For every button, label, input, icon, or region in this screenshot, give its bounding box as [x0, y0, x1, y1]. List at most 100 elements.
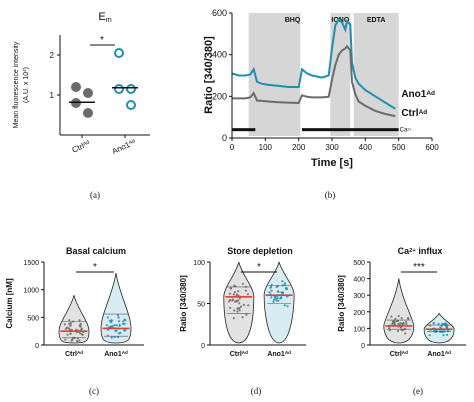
- y-tick-label: 500: [27, 315, 39, 322]
- y-axis-label: Mean fluorescence intensity: [13, 41, 20, 128]
- data-point: [245, 313, 248, 316]
- data-point: [74, 328, 78, 331]
- x-tick-label: CtrlAd: [230, 350, 248, 358]
- x-tick-label: Ano1Ad: [104, 350, 128, 358]
- y-tick-label: 1500: [23, 260, 39, 267]
- data-point: [117, 332, 120, 335]
- y-axis-label: Ratio [340/380]: [179, 275, 188, 332]
- series-line: [232, 44, 396, 118]
- data-point: [70, 339, 73, 342]
- data-point: [276, 297, 279, 300]
- chart-title: Ca2+ influx: [398, 246, 443, 256]
- y-axis-label: Ratio [340/380]: [337, 275, 346, 332]
- data-point: [281, 291, 284, 294]
- data-point: [404, 332, 407, 335]
- data-point: [126, 100, 136, 110]
- data-point: [283, 304, 286, 307]
- data-point: [442, 323, 446, 326]
- data-point: [432, 322, 435, 325]
- y-tick-label: 0: [35, 343, 39, 350]
- data-point: [110, 319, 113, 322]
- y-tick-label: 200: [212, 91, 227, 101]
- y-axis-unit: (A.U. x 104): [22, 67, 30, 103]
- data-point: [118, 323, 121, 326]
- y-tick-label: 600: [212, 8, 227, 18]
- data-point: [285, 286, 288, 289]
- y-tick-label: 100: [353, 326, 365, 333]
- data-point: [399, 322, 402, 325]
- data-point: [272, 300, 275, 303]
- panel-label: (e): [413, 386, 423, 396]
- data-point: [123, 329, 126, 332]
- data-point: [238, 302, 241, 305]
- data-point: [117, 320, 121, 323]
- significance-label: *: [100, 35, 104, 46]
- treatment-label: EDTA: [367, 17, 386, 24]
- series-label: CtrlAd: [401, 108, 427, 119]
- data-point: [442, 334, 445, 337]
- data-point: [390, 315, 393, 318]
- data-point: [123, 322, 126, 325]
- data-point: [268, 291, 271, 294]
- data-point: [247, 304, 250, 307]
- data-point: [231, 299, 234, 302]
- treatment-label: BHQ: [285, 17, 301, 24]
- chart-title: Store depletion: [227, 246, 293, 256]
- y-tick-label: 200: [353, 310, 365, 317]
- data-point: [270, 283, 273, 286]
- data-point: [110, 336, 113, 339]
- panel-label: (b): [325, 190, 336, 200]
- data-point: [107, 328, 110, 331]
- data-point: [105, 324, 108, 327]
- data-point: [237, 307, 240, 310]
- data-point: [69, 332, 72, 335]
- data-point: [68, 319, 71, 322]
- data-point: [242, 303, 246, 306]
- calcium-bar: [302, 128, 399, 132]
- data-point: [64, 338, 67, 341]
- data-point: [392, 320, 395, 323]
- x-tick-label: 400: [359, 143, 373, 152]
- data-point: [233, 309, 236, 312]
- data-point: [83, 88, 93, 98]
- y-tick-label: 0: [222, 133, 227, 143]
- data-point: [441, 322, 444, 325]
- data-point: [126, 84, 136, 94]
- data-point: [279, 297, 282, 300]
- data-point: [397, 314, 400, 318]
- data-point: [270, 289, 273, 292]
- data-point: [238, 309, 241, 312]
- x-tick-label: CtrlAd: [390, 350, 408, 358]
- x-tick-label: CtrlAd: [71, 139, 92, 155]
- data-point: [241, 282, 245, 285]
- data-point: [275, 285, 278, 289]
- y-tick-label: 50: [197, 302, 205, 309]
- y-tick-label: 2: [50, 51, 55, 60]
- data-point: [445, 325, 448, 328]
- data-point: [275, 299, 278, 302]
- data-point: [276, 290, 279, 293]
- x-tick-label: CtrlAd: [65, 350, 83, 358]
- y-tick-label: 0: [361, 343, 365, 350]
- data-point: [233, 300, 236, 303]
- data-point: [71, 98, 81, 108]
- data-point: [272, 298, 276, 301]
- data-point: [121, 322, 125, 325]
- panel-e-violin: Ca2+ influx 0 100 200 300 400 500 Ratio [340/38…: [337, 246, 466, 396]
- y-tick-label: 300: [353, 293, 365, 300]
- y-tick-label: 400: [212, 50, 227, 60]
- data-point: [228, 292, 232, 295]
- data-point: [283, 282, 286, 285]
- x-tick-label: 500: [392, 143, 406, 152]
- data-point: [64, 327, 67, 330]
- data-point: [394, 317, 397, 320]
- data-point: [71, 82, 81, 92]
- violin-body: [423, 312, 455, 344]
- series-line: [231, 17, 396, 110]
- data-point: [443, 329, 446, 332]
- data-point: [232, 293, 235, 296]
- y-axis-label: Calcium [nM]: [5, 278, 14, 329]
- data-point: [401, 329, 404, 332]
